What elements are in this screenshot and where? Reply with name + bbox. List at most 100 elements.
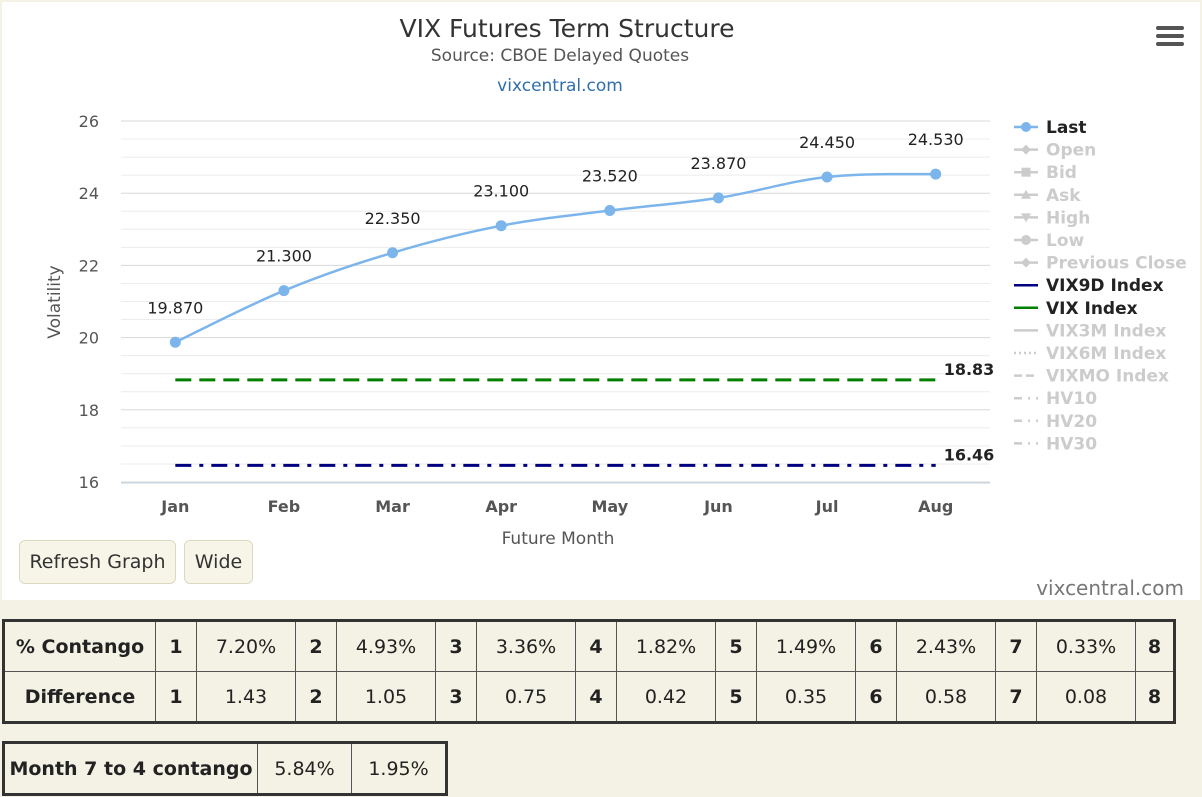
data-point-last	[604, 205, 616, 217]
legend-item-label[interactable]: VIX3M Index	[1046, 321, 1166, 341]
data-label-last: 24.530	[908, 130, 964, 149]
month-index-cell: 2	[295, 671, 337, 723]
value-cell: 0.35	[756, 671, 856, 723]
legend-item-label[interactable]: VIXMO Index	[1046, 367, 1169, 387]
month-index-cell: 8	[1135, 671, 1175, 723]
x-tick-label: Jul	[815, 497, 839, 516]
chart-subtitle: Source: CBOE Delayed Quotes	[430, 46, 690, 66]
month-contango-label: Month 7 to 4 contango	[3, 742, 258, 795]
legend-item-label[interactable]: HV30	[1046, 434, 1097, 454]
value-cell: 4.93%	[336, 620, 436, 672]
legend-item-label[interactable]: High	[1046, 208, 1090, 228]
value-cell: 0.75	[476, 671, 576, 723]
month-index-cell: 3	[435, 671, 477, 723]
data-point-last	[495, 220, 507, 232]
chart-panel: 16 18 20 22 24 26 Jan Feb Mar Apr May Jun Jul Aug Futu…	[2, 2, 1200, 600]
value-cell: 1.82%	[616, 620, 716, 672]
month-index-cell: 2	[295, 620, 337, 672]
credits-text[interactable]: vixcentral.com	[1036, 576, 1184, 600]
value-cell: 7.20%	[196, 620, 296, 672]
difference-row: Difference 1 1.43 2 1.05 3 0.75 4 0.42 5 0.35 6 0.5…	[3, 671, 1175, 723]
data-label-last: 21.300	[256, 247, 312, 266]
contango-table: % Contango 1 7.20% 2 4.93% 3 3.36% 4 1.82% 5 1.49…	[2, 619, 1176, 724]
legend-marker	[1021, 257, 1031, 268]
data-label-last: 23.870	[690, 154, 746, 173]
x-tick-label: Apr	[485, 497, 517, 516]
series-line-last	[174, 172, 936, 344]
y-tick-label: 16	[79, 473, 99, 492]
legend-item-label[interactable]: VIX Index	[1046, 299, 1138, 319]
value-cell: 0.42	[616, 671, 716, 723]
wide-button[interactable]: Wide	[184, 540, 253, 584]
month-contango-value: 5.84%	[257, 742, 352, 795]
value-cell: 0.58	[896, 671, 996, 723]
refresh-graph-button[interactable]: Refresh Graph	[19, 540, 176, 584]
data-label-last: 23.100	[473, 182, 529, 201]
month-index-cell: 5	[715, 671, 757, 723]
y-tick-label: 18	[79, 401, 99, 420]
data-label-last: 19.870	[147, 298, 203, 317]
month-index-cell: 3	[435, 620, 477, 672]
chart-title: VIX Futures Term Structure	[399, 14, 735, 43]
y-axis-title: Volatility	[45, 265, 65, 338]
data-point-last	[930, 168, 942, 180]
data-point-last	[387, 247, 399, 259]
legend-marker	[1021, 122, 1031, 132]
data-label-last: 24.450	[799, 133, 855, 152]
value-cell: 1.05	[336, 671, 436, 723]
chart-site-link[interactable]: vixcentral.com	[497, 76, 623, 96]
legend-marker	[1021, 189, 1031, 199]
legend-marker	[1021, 213, 1031, 223]
y-tick-label: 24	[79, 184, 99, 203]
month-index-cell: 7	[995, 620, 1037, 672]
legend-item-label[interactable]: Last	[1046, 118, 1087, 138]
x-tick-label: Aug	[918, 497, 953, 516]
value-cell: 1.43	[196, 671, 296, 723]
data-label-last: 22.350	[365, 209, 421, 228]
x-tick-label: May	[591, 497, 628, 516]
x-tick-label: Feb	[268, 497, 301, 516]
y-tick-label: 26	[79, 112, 99, 131]
data-point-last	[169, 336, 181, 348]
legend-item-label[interactable]: Open	[1046, 141, 1096, 161]
month-contango-row: Month 7 to 4 contango 5.84% 1.95%	[3, 742, 447, 795]
month-contango-table: Month 7 to 4 contango 5.84% 1.95%	[2, 741, 448, 796]
legend-item-label[interactable]: Bid	[1046, 163, 1077, 183]
legend-item-label[interactable]: Previous Close	[1046, 254, 1187, 274]
value-cell: 0.33%	[1036, 620, 1136, 672]
legend-item-label[interactable]: VIX9D Index	[1046, 276, 1164, 296]
x-tick-label: Jan	[160, 497, 189, 516]
legend-item-label[interactable]: Ask	[1046, 186, 1081, 206]
month-index-cell: 1	[155, 671, 197, 723]
value-cell: 1.49%	[756, 620, 856, 672]
legend-item-label[interactable]: HV10	[1046, 389, 1097, 409]
month-index-cell: 4	[575, 620, 617, 672]
legend-item-label[interactable]: Low	[1046, 231, 1085, 251]
hamburger-menu-icon[interactable]	[1156, 26, 1184, 48]
y-tick-label: 22	[79, 256, 99, 275]
data-point-last	[278, 285, 290, 297]
data-label-last: 23.520	[582, 167, 638, 186]
row-label: % Contango	[3, 620, 156, 672]
month-index-cell: 6	[855, 671, 897, 723]
term-structure-chart: 16 18 20 22 24 26 Jan Feb Mar Apr May Jun Jul Aug Futu…	[45, 112, 1187, 549]
month-index-cell: 6	[855, 620, 897, 672]
value-cell: 2.43%	[896, 620, 996, 672]
contango-row: % Contango 1 7.20% 2 4.93% 3 3.36% 4 1.82% 5 1.49…	[3, 620, 1175, 672]
month-index-cell: 7	[995, 671, 1037, 723]
month-index-cell: 8	[1135, 620, 1175, 672]
data-point-last	[712, 192, 724, 204]
legend-marker	[1021, 144, 1031, 155]
x-tick-label: Jun	[703, 497, 733, 516]
data-point-last	[821, 171, 833, 183]
value-cell: 3.36%	[476, 620, 576, 672]
legend-item-label[interactable]: VIX6M Index	[1046, 344, 1166, 364]
end-label-vix9d: 16.46	[944, 445, 995, 464]
legend-item-label[interactable]: HV20	[1046, 412, 1097, 432]
month-contango-value: 1.95%	[351, 742, 447, 795]
end-label-vix: 18.83	[944, 360, 995, 379]
month-index-cell: 4	[575, 671, 617, 723]
x-axis-title: Future Month	[502, 529, 615, 549]
legend-marker	[1021, 167, 1031, 177]
value-cell: 0.08	[1036, 671, 1136, 723]
